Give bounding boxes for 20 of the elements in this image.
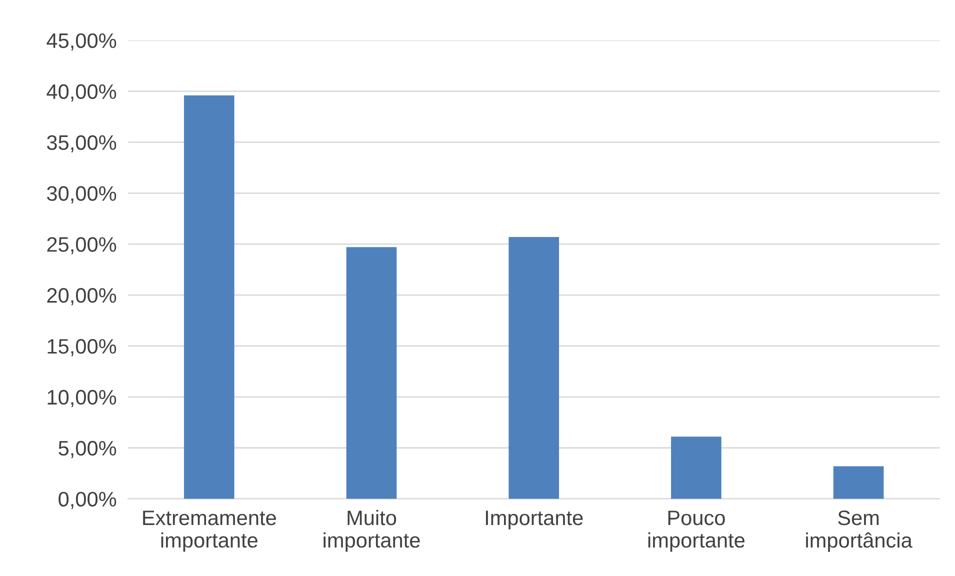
- y-tick-label: 5,00%: [58, 440, 116, 458]
- y-tick-label: 25,00%: [47, 237, 116, 254]
- bar: [184, 95, 234, 499]
- x-tick-label: Extremamente importante: [143, 510, 276, 552]
- bar: [346, 247, 397, 499]
- bar: [833, 466, 884, 499]
- bar: [671, 436, 722, 499]
- y-tick-label: 20,00%: [47, 288, 116, 306]
- y-tick-label: 0,00%: [58, 492, 116, 510]
- y-tick-label: 10,00%: [48, 390, 116, 408]
- bar: [508, 236, 560, 499]
- y-tick-label: 35,00%: [47, 135, 116, 152]
- y-tick-label: 30,00%: [47, 186, 116, 204]
- x-tick-label: Pouco importante: [648, 510, 744, 552]
- x-tick-label: Importante: [486, 510, 583, 530]
- x-tick-label: Sem importância: [806, 510, 912, 552]
- y-tick-label: 15,00%: [48, 338, 116, 356]
- y-tick-label: 40,00%: [46, 84, 116, 102]
- y-tick-label: 45,00%: [46, 33, 116, 51]
- x-tick-label: Muito importante: [324, 510, 420, 552]
